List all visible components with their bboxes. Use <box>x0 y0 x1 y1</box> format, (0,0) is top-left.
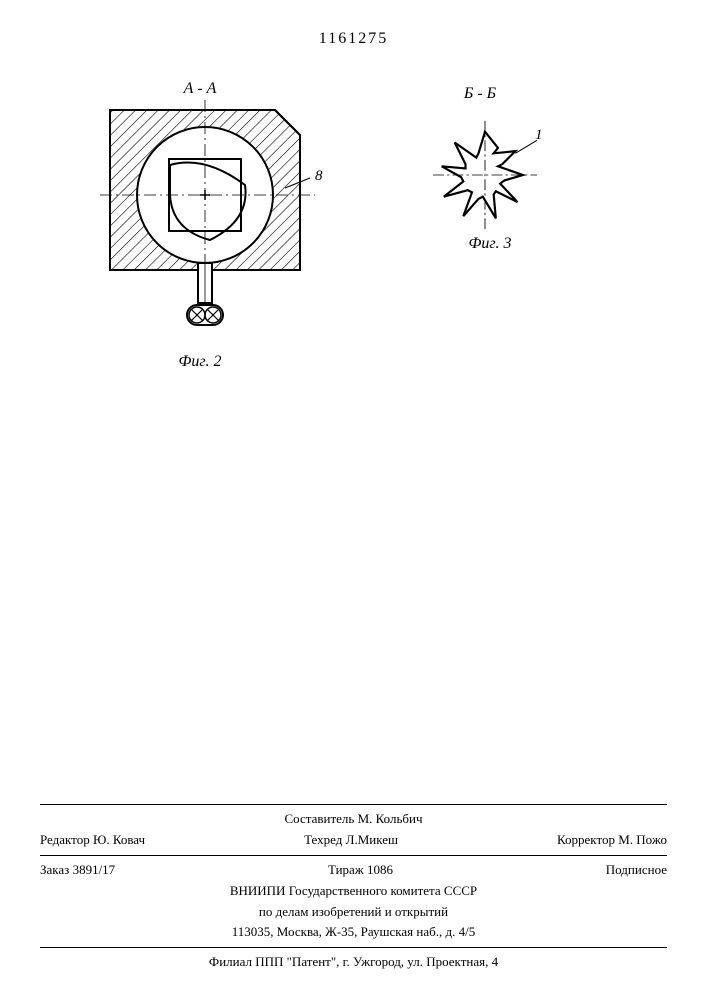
figure-2-drawing <box>100 100 320 370</box>
fig3-callout-1: 1 <box>535 127 543 144</box>
compiler-name: М. Кольбич <box>358 811 423 826</box>
address1: 113035, Москва, Ж-35, Раушская наб., д. … <box>40 922 667 943</box>
branch-line: Филиал ППП "Патент", г. Ужгород, ул. Про… <box>40 952 667 973</box>
order-row: Заказ 3891/17 Тираж 1086 Подписное <box>40 860 667 881</box>
fig2-callout-8: 8 <box>315 168 323 185</box>
credits-row: Редактор Ю. Ковач Техред Л.Микеш Коррект… <box>40 830 667 851</box>
printrun-cell: Тираж 1086 <box>328 862 393 879</box>
page: 1161275 А - А <box>0 0 707 1000</box>
org-line2: по делам изобретений и открытий <box>40 902 667 923</box>
fig3-caption: Фиг. 3 <box>450 235 530 253</box>
techred-cell: Техред Л.Микеш <box>304 832 398 849</box>
order-cell: Заказ 3891/17 <box>40 862 115 879</box>
signed-cell: Подписное <box>606 862 667 879</box>
fig3-section-label: Б - Б <box>440 85 520 103</box>
figure-3-drawing <box>420 110 550 240</box>
corrector-cell: Корректор М. Пожо <box>557 832 667 849</box>
fig2-caption: Фиг. 2 <box>160 353 240 371</box>
compiler-row: Составитель М. Кольбич <box>40 809 667 830</box>
compiler-label: Составитель <box>284 811 354 826</box>
document-number: 1161275 <box>0 30 707 48</box>
fig2-section-label: А - А <box>150 80 250 98</box>
editor-cell: Редактор Ю. Ковач <box>40 832 145 849</box>
imprint-block: Составитель М. Кольбич Редактор Ю. Ковач… <box>40 800 667 973</box>
org-line1: ВНИИПИ Государственного комитета СССР <box>40 881 667 902</box>
